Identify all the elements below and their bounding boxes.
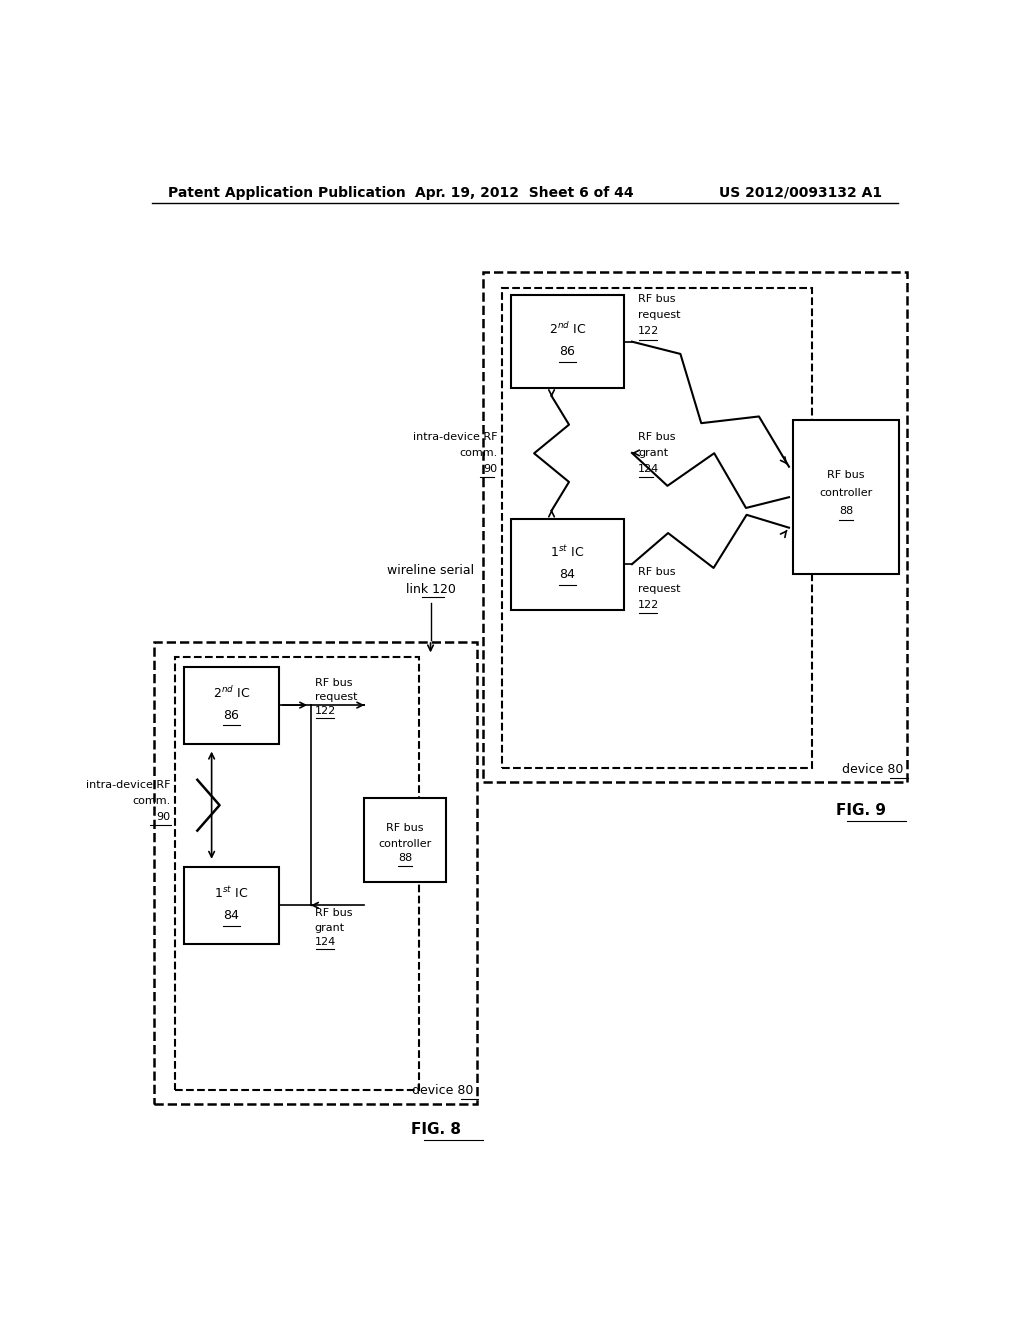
Text: 2$^{nd}$ IC: 2$^{nd}$ IC xyxy=(549,322,586,338)
Bar xyxy=(502,288,812,768)
Text: 84: 84 xyxy=(223,909,240,921)
Text: US 2012/0093132 A1: US 2012/0093132 A1 xyxy=(719,186,882,199)
Text: device 80: device 80 xyxy=(412,1084,473,1097)
Bar xyxy=(183,667,280,743)
Bar xyxy=(511,519,624,610)
Text: intra-device RF: intra-device RF xyxy=(86,780,171,789)
Text: 122: 122 xyxy=(314,706,336,717)
Text: 84: 84 xyxy=(559,568,575,581)
Text: 122: 122 xyxy=(638,599,659,610)
Text: Apr. 19, 2012  Sheet 6 of 44: Apr. 19, 2012 Sheet 6 of 44 xyxy=(416,186,634,199)
Bar xyxy=(365,797,445,882)
Text: device 80: device 80 xyxy=(842,763,903,776)
Text: 90: 90 xyxy=(157,812,171,822)
Text: RF bus: RF bus xyxy=(386,822,424,833)
Text: 88: 88 xyxy=(839,507,853,516)
Text: grant: grant xyxy=(314,923,345,933)
Text: 2$^{nd}$ IC: 2$^{nd}$ IC xyxy=(213,685,250,701)
Bar xyxy=(793,420,899,574)
Text: 90: 90 xyxy=(483,465,498,474)
Text: FIG. 8: FIG. 8 xyxy=(412,1122,461,1137)
Text: request: request xyxy=(638,583,681,594)
Text: controller: controller xyxy=(819,488,872,498)
Text: 124: 124 xyxy=(314,937,336,946)
Bar xyxy=(155,642,477,1104)
Text: 1$^{st}$ IC: 1$^{st}$ IC xyxy=(550,544,585,560)
Text: RF bus: RF bus xyxy=(314,677,352,688)
Bar xyxy=(511,296,624,388)
Text: controller: controller xyxy=(379,840,432,849)
Text: wireline serial: wireline serial xyxy=(387,565,474,577)
Text: 122: 122 xyxy=(638,326,659,337)
Text: comm.: comm. xyxy=(460,447,498,458)
Text: link 120: link 120 xyxy=(406,582,456,595)
Bar xyxy=(483,272,907,781)
Text: request: request xyxy=(638,310,681,321)
Text: 124: 124 xyxy=(638,465,659,474)
Text: request: request xyxy=(314,692,357,702)
Text: RF bus: RF bus xyxy=(638,294,676,304)
Text: grant: grant xyxy=(638,447,669,458)
Text: RF bus: RF bus xyxy=(638,568,676,577)
Text: 1$^{st}$ IC: 1$^{st}$ IC xyxy=(214,886,249,902)
Text: RF bus: RF bus xyxy=(314,908,352,919)
Text: 88: 88 xyxy=(398,853,413,863)
Text: RF bus: RF bus xyxy=(638,432,676,442)
Text: 86: 86 xyxy=(223,709,240,722)
Bar xyxy=(183,867,280,944)
Bar xyxy=(174,657,419,1090)
Text: 86: 86 xyxy=(559,346,575,358)
Text: FIG. 9: FIG. 9 xyxy=(836,803,886,818)
Text: comm.: comm. xyxy=(132,796,171,807)
Text: intra-device RF: intra-device RF xyxy=(413,432,498,442)
Text: Patent Application Publication: Patent Application Publication xyxy=(168,186,406,199)
Text: RF bus: RF bus xyxy=(827,470,865,480)
